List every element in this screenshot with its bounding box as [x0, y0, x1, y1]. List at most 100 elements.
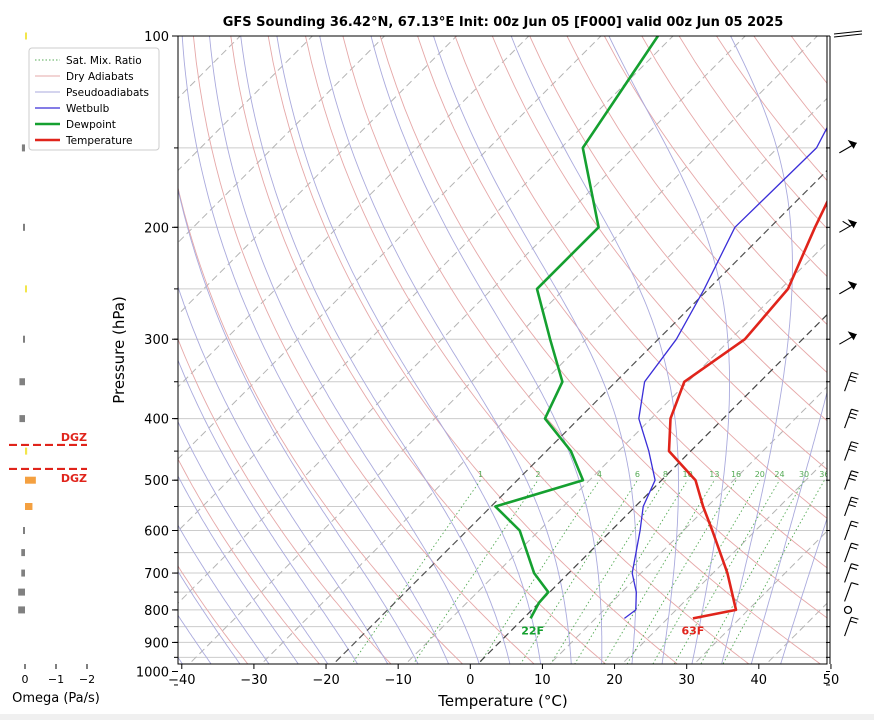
zero-degree-isotherm — [332, 169, 827, 664]
wind-barb-staff — [844, 372, 852, 392]
wind-barb-feather — [849, 546, 858, 550]
omega-bar — [21, 549, 25, 557]
dry-adiabat — [178, 458, 321, 664]
wind-barb-staff — [844, 543, 852, 563]
dry-adiabat — [178, 185, 464, 664]
pseudoadiabat — [178, 614, 212, 664]
dry-adiabat — [566, 36, 827, 374]
mixing-ratio-label: 16 — [731, 470, 741, 479]
wind-barb-barb — [844, 520, 859, 541]
legend-entry: Temperature — [65, 135, 133, 147]
wind-barb-half — [844, 582, 859, 602]
wind-barb-flag-barbs — [839, 219, 857, 233]
mixing-ratio-label: 30 — [799, 470, 809, 479]
dry-adiabat — [178, 565, 249, 664]
x-tick-label: 30 — [678, 673, 695, 688]
wind-barb-flag — [847, 219, 857, 229]
legend-box — [28, 47, 160, 151]
wind-barb-barbs — [844, 496, 859, 517]
omega-bar — [18, 588, 25, 596]
isotherm-line — [178, 36, 674, 532]
x-axis-label: Temperature (°C) — [437, 692, 567, 710]
wind-barb-barbs — [844, 470, 859, 490]
isotherm-line — [765, 602, 827, 664]
wind-barb-feather — [848, 379, 856, 383]
mixing-ratio-line — [574, 479, 688, 664]
wind-barb-feather — [851, 520, 859, 524]
pseudoadiabat — [178, 475, 299, 664]
dry-adiabat — [604, 36, 827, 326]
mixing-ratio-line — [700, 479, 805, 664]
mixing-ratio-line — [478, 479, 600, 664]
legend-entry: Wetbulb — [66, 103, 110, 115]
wind-barb-feather — [849, 412, 858, 416]
isotherm-zero — [476, 313, 827, 664]
wind-barb-feather — [849, 566, 858, 570]
pseudoadiabat — [510, 36, 679, 664]
omega-bar — [25, 503, 33, 511]
dry-adiabat — [192, 36, 535, 664]
pseudoadiabat — [178, 570, 241, 664]
wetbulb-profile — [624, 126, 827, 619]
wind-barb-flag — [847, 280, 857, 290]
omega-bar — [19, 378, 25, 386]
dry-adiabat — [417, 36, 827, 569]
mixing-ratio-line — [722, 479, 825, 664]
wind-barb-feather — [849, 524, 858, 528]
mixing-ratio-label: 13 — [709, 470, 719, 479]
wind-barb-staff — [844, 582, 852, 602]
surface-annotations: 22F 63F — [521, 624, 704, 637]
mixing-ratio-label: 36 — [819, 470, 829, 479]
y-axis-label: Pressure (hPa) — [110, 296, 128, 404]
dgz-label: DGZ — [61, 431, 87, 444]
mixing-ratio-line — [412, 479, 539, 664]
wind-barb-feather — [851, 408, 859, 412]
isobar-gridlines — [178, 36, 827, 658]
pseudoadiabat — [181, 36, 450, 664]
wind-barb-calm — [833, 30, 863, 38]
x-tick-label: −10 — [384, 673, 411, 688]
dewpoint-profile — [494, 36, 659, 620]
wind-barb-barb — [844, 563, 859, 583]
dry-adiabat — [790, 36, 827, 84]
y-tick-label: 800 — [144, 604, 169, 619]
dry-adiabat-lines — [178, 36, 827, 664]
wind-barb-feather — [849, 444, 858, 449]
wind-barb-barbs — [844, 408, 859, 429]
omega-bar — [25, 285, 27, 293]
legend-entry: Pseudoadiabats — [66, 87, 149, 99]
wind-barb-feather — [849, 500, 858, 504]
wind-barb-feather — [842, 220, 851, 227]
wind-barb-feather — [851, 371, 859, 375]
pseudoadiabat — [209, 36, 480, 664]
dry-adiabat — [678, 36, 827, 230]
wind-barb-staff — [833, 33, 863, 38]
pseudoadiabat — [319, 36, 572, 664]
isotherm-line — [621, 458, 827, 664]
dry-adiabat — [230, 36, 607, 664]
legend: Sat. Mix. Ratio Dry Adiabats Pseudoadiabat… — [28, 47, 160, 151]
pseudoadiabat — [721, 36, 793, 664]
chart-title: GFS Sounding 36.42°N, 67.13°E Init: 00z … — [223, 15, 784, 30]
wind-barb-feather — [848, 504, 856, 508]
plot-frame — [177, 35, 828, 665]
y-tick-label: 600 — [144, 525, 169, 540]
mixing-ratio-line — [351, 479, 481, 664]
x-tick-label: 20 — [606, 673, 623, 688]
temperature-profile — [667, 199, 827, 620]
sounding-profiles — [494, 36, 827, 620]
wind-barb-flag — [847, 139, 857, 149]
pseudoadiabat — [178, 285, 389, 664]
wind-barb-barbs — [844, 371, 859, 392]
pseudoadiabat — [178, 420, 329, 664]
bottom-strip — [0, 714, 874, 720]
isotherm-minus-20 — [332, 169, 827, 664]
dry-adiabat — [178, 337, 392, 664]
omega-bar — [25, 476, 36, 484]
dry-adiabat — [641, 36, 827, 278]
y-tick-label: 200 — [144, 221, 169, 236]
omega-tick-label: −2 — [79, 673, 95, 686]
wind-barb-feather — [848, 477, 856, 481]
pseudoadiabat — [178, 524, 270, 664]
